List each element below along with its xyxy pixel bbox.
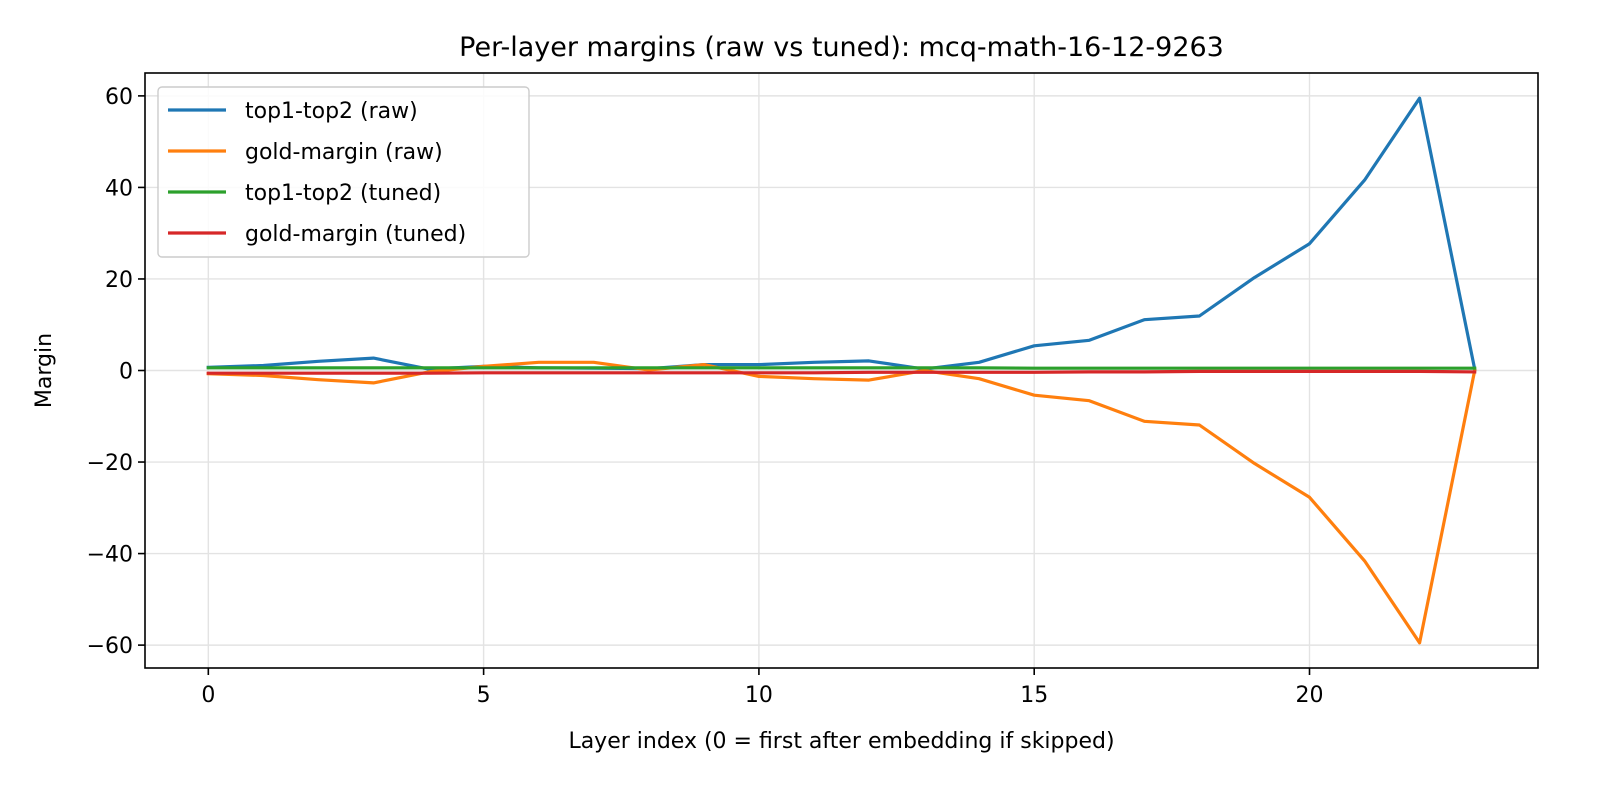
legend-label: top1-top2 (raw)	[245, 99, 418, 124]
x-tick-label: 20	[1296, 683, 1324, 708]
series-line	[206, 369, 1477, 375]
x-tick-label: 10	[745, 683, 773, 708]
legend-label: gold-margin (tuned)	[245, 222, 466, 247]
x-tick-label: 0	[201, 683, 215, 708]
legend-label: top1-top2 (tuned)	[245, 181, 441, 206]
y-tick-label: 60	[105, 85, 133, 110]
x-axis-label: Layer index (0 = first after embedding i…	[568, 729, 1114, 754]
x-tick-label: 15	[1020, 683, 1048, 708]
y-tick-label: 0	[119, 360, 133, 385]
y-tick-label: −20	[87, 451, 133, 476]
y-tick-label: −60	[87, 634, 133, 659]
y-tick-label: −40	[87, 543, 133, 568]
y-tick-label: 20	[105, 268, 133, 293]
series-line	[206, 360, 1477, 645]
legend: top1-top2 (raw) gold-margin (raw) top1-top…	[157, 86, 530, 258]
y-tick-label: 40	[105, 176, 133, 201]
legend-label: gold-margin (raw)	[245, 140, 443, 165]
series-layer	[206, 96, 1477, 645]
legend-box	[157, 86, 530, 258]
y-axis: −60 −40 −20 0 20 40 60	[87, 85, 145, 659]
chart-title: Per-layer margins (raw vs tuned): mcq-ma…	[459, 32, 1224, 63]
y-axis-label: Margin	[32, 333, 57, 408]
x-axis: 0 5 10 15 20	[201, 668, 1324, 708]
x-tick-label: 5	[477, 683, 491, 708]
